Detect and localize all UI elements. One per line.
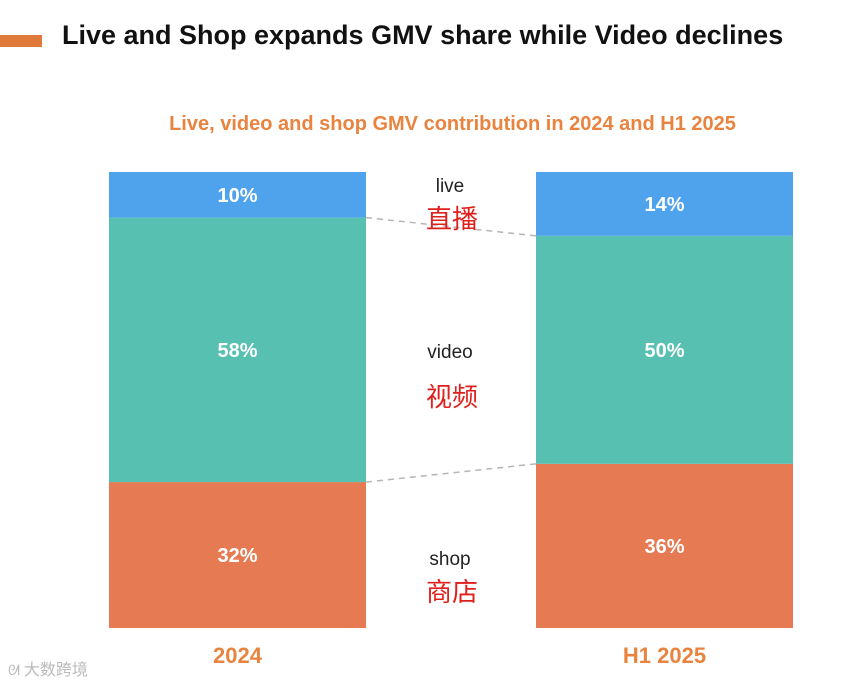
chart-title: Live, video and shop GMV contribution in… <box>169 113 736 135</box>
connector-line-shop <box>365 463 537 483</box>
bar-segment-live-0 <box>109 172 366 218</box>
category-label-1: H1 2025 <box>623 643 706 668</box>
bar-segment-shop-1 <box>536 463 793 628</box>
legend-label-video: video <box>427 342 472 363</box>
accent-bar <box>0 35 42 47</box>
page-headline: Live and Shop expands GMV share while Vi… <box>62 20 784 50</box>
legend-label-live: live <box>436 176 465 197</box>
bar-segment-video-0 <box>109 217 366 483</box>
legend-label-shop: shop <box>429 549 470 570</box>
data-label-live-0: 10% <box>217 185 257 207</box>
data-label-live-1: 14% <box>644 194 684 216</box>
legend-label-zh-video: 视频 <box>426 383 478 413</box>
legend-label-zh-live: 直播 <box>426 205 478 235</box>
bar-segment-video-1 <box>536 235 793 464</box>
bar-segment-live-1 <box>536 172 793 236</box>
bar-segment-shop-0 <box>109 482 366 628</box>
data-label-shop-1: 36% <box>644 536 684 558</box>
watermark: ᘛ 大数跨境 <box>8 656 88 680</box>
legend-label-zh-shop: 商店 <box>426 578 478 608</box>
watermark-logo-icon: ᘛ <box>8 663 20 679</box>
category-label-0: 2024 <box>213 643 263 668</box>
watermark-text: 大数跨境 <box>23 660 88 679</box>
data-label-video-1: 50% <box>644 340 684 362</box>
data-label-shop-0: 32% <box>217 545 257 567</box>
data-label-video-0: 58% <box>217 340 257 362</box>
